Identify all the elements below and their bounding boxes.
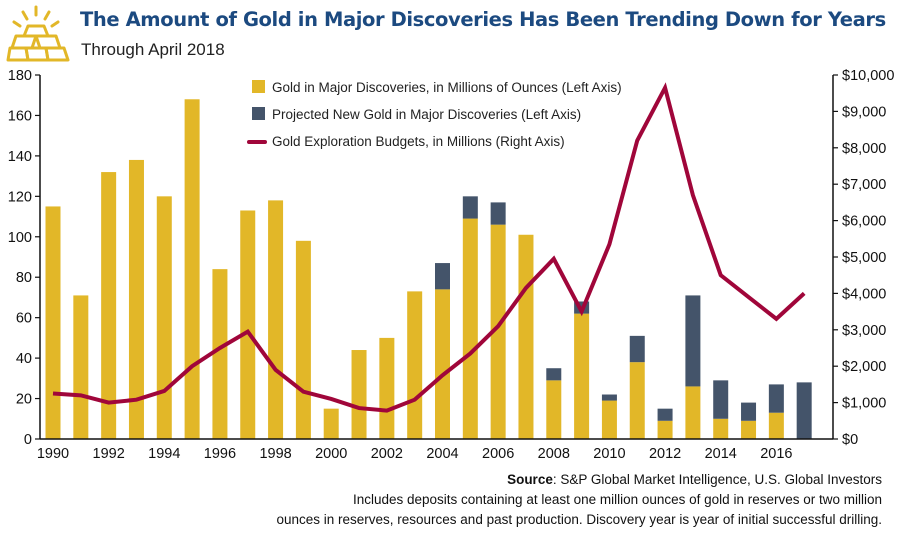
right-tick-label-6: $6,000	[842, 214, 886, 230]
bar-gold-1991	[73, 295, 89, 439]
bar-gold-1999	[295, 240, 311, 439]
left-tick-label-40: 40	[16, 351, 32, 367]
legend-label-budget: Gold Exploration Budgets, in Millions (R…	[272, 134, 565, 149]
bar-gold-2000	[323, 408, 339, 439]
bar-projected-2004	[435, 263, 450, 290]
bar-gold-2004	[435, 289, 450, 439]
left-tick-label-140: 140	[8, 149, 32, 165]
bar-gold-1998	[268, 200, 284, 439]
x-tick-label-2000: 2000	[315, 446, 347, 462]
right-tick-label-10: $10,000	[842, 68, 894, 84]
chart-subtitle: Through April 2018	[81, 40, 225, 59]
bar-gold-2006	[490, 224, 506, 439]
bar-gold-2005	[462, 218, 478, 439]
footnote-line-2: ounces in reserves, resources and past p…	[276, 512, 882, 527]
right-tick-label-1: $1,000	[842, 396, 886, 412]
legend-label-gold: Gold in Major Discoveries, in Millions o…	[272, 80, 622, 95]
right-tick-label-3: $3,000	[842, 323, 886, 339]
bar-gold-1994	[156, 196, 172, 439]
right-tick-label-2: $2,000	[842, 359, 886, 375]
x-tick-label-1990: 1990	[37, 446, 69, 462]
x-tick-label-2008: 2008	[538, 446, 570, 462]
legend-swatch-gold	[252, 80, 265, 93]
x-tick-label-2002: 2002	[371, 446, 403, 462]
left-tick-label-180: 180	[8, 68, 32, 84]
bar-gold-2011	[629, 362, 645, 439]
x-tick-label-1994: 1994	[148, 446, 180, 462]
bar-projected-2010	[601, 394, 617, 401]
source-note: Source: S&P Global Market Intelligence, …	[276, 470, 882, 530]
bar-projected-2017	[796, 382, 812, 439]
bar-gold-2012	[657, 420, 673, 439]
x-tick-label-2012: 2012	[649, 446, 681, 462]
bar-projected-2006	[490, 202, 506, 225]
bar-gold-2001	[351, 350, 367, 439]
x-tick-label-1998: 1998	[259, 446, 291, 462]
axes-group: 0 20 40 60 80 100 120 140 160 180 $0 $1,000 $2,000 $3…	[8, 68, 895, 462]
left-tick-label-160: 160	[8, 108, 32, 124]
right-tick-label-4: $4,000	[842, 286, 886, 302]
left-tick-label-80: 80	[16, 270, 32, 286]
bar-gold-2007	[518, 234, 534, 439]
bar-gold-1990	[45, 206, 61, 439]
x-tick-label-2010: 2010	[593, 446, 625, 462]
bar-gold-2016	[768, 412, 784, 439]
bar-gold-2010	[601, 400, 617, 439]
left-tick-label-20: 20	[16, 392, 32, 408]
bar-gold-1996	[212, 269, 228, 439]
bar-projected-2013	[685, 295, 701, 387]
legend-swatch-projected	[252, 107, 265, 120]
x-tick-label-1996: 1996	[204, 446, 236, 462]
x-tick-label-2004: 2004	[426, 446, 458, 462]
gold-bars-icon	[6, 5, 70, 62]
right-tick-label-5: $5,000	[842, 250, 886, 266]
bar-gold-2008	[546, 380, 562, 439]
left-tick-label-100: 100	[8, 230, 32, 246]
x-tick-label-1992: 1992	[93, 446, 125, 462]
right-tick-label-9: $9,000	[842, 104, 886, 120]
bar-gold-1993	[128, 159, 144, 439]
left-tick-label-120: 120	[8, 189, 32, 205]
bar-gold-1997	[240, 210, 256, 439]
x-tick-label-2006: 2006	[482, 446, 514, 462]
bar-gold-2003	[407, 291, 423, 439]
right-tick-label-0: $0	[842, 432, 858, 448]
footnote-line-1: Includes deposits containing at least on…	[352, 492, 882, 507]
legend-label-projected: Projected New Gold in Major Discoveries …	[272, 107, 581, 122]
bar-projected-2012	[657, 408, 673, 421]
bar-projected-2008	[546, 368, 562, 381]
legend: Gold in Major Discoveries, in Millions o…	[247, 80, 622, 149]
bar-gold-2014	[713, 418, 729, 439]
x-tick-label-2016: 2016	[760, 446, 792, 462]
bar-gold-2009	[574, 313, 590, 439]
bar-gold-1992	[101, 172, 117, 440]
right-tick-label-7: $7,000	[842, 177, 886, 193]
bar-gold-2013	[685, 386, 701, 439]
bar-projected-2015	[741, 402, 757, 421]
bar-projected-2016	[768, 384, 784, 413]
source-label: Source	[507, 472, 553, 487]
bar-projected-2005	[462, 196, 478, 219]
budget-line	[52, 82, 806, 413]
left-tick-label-60: 60	[16, 311, 32, 327]
bar-gold-2002	[379, 337, 395, 439]
chart-title: The Amount of Gold in Major Discoveries …	[80, 8, 886, 31]
bar-gold-2015	[741, 420, 757, 439]
line-series-group	[52, 82, 806, 413]
bar-projected-2014	[713, 380, 729, 419]
left-tick-label-0: 0	[24, 432, 32, 448]
bar-gold-1995	[184, 99, 200, 440]
bar-projected-2011	[629, 335, 645, 363]
source-text: : S&P Global Market Intelligence, U.S. G…	[552, 472, 882, 487]
right-tick-label-8: $8,000	[842, 141, 886, 157]
x-tick-label-2014: 2014	[705, 446, 737, 462]
